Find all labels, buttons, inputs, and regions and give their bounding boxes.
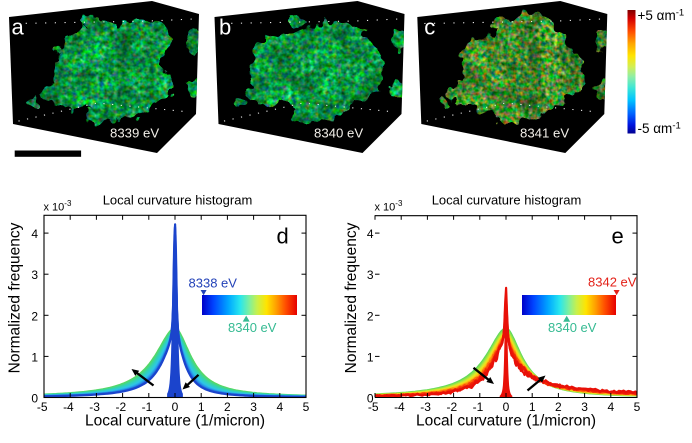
svg-text:+5 αm-1: +5 αm-1	[638, 7, 685, 23]
svg-text:-5: -5	[37, 400, 48, 414]
svg-text:4: 4	[367, 227, 374, 241]
svg-text:-5: -5	[368, 400, 379, 414]
svg-text:x 10-3: x 10-3	[375, 199, 403, 213]
svg-text:Normalized frequency: Normalized frequency	[343, 222, 360, 373]
svg-text:3: 3	[367, 268, 374, 282]
svg-text:-4: -4	[63, 400, 74, 414]
svg-text:-4: -4	[394, 400, 405, 414]
svg-text:Local curvature (1/micron): Local curvature (1/micron)	[85, 412, 265, 429]
svg-text:d: d	[277, 223, 289, 248]
svg-text:e: e	[612, 223, 624, 248]
svg-text:a: a	[12, 15, 25, 40]
svg-text:-1: -1	[142, 400, 153, 414]
svg-text:-2: -2	[446, 400, 457, 414]
svg-text:Local curvature histogram: Local curvature histogram	[103, 193, 253, 208]
svg-text:x 10-3: x 10-3	[44, 199, 72, 213]
svg-text:0: 0	[172, 400, 179, 414]
svg-text:Local curvature histogram: Local curvature histogram	[432, 193, 582, 208]
svg-text:8338 eV: 8338 eV	[189, 276, 238, 291]
svg-text:-2: -2	[115, 400, 126, 414]
svg-text:8340 eV: 8340 eV	[228, 320, 277, 335]
svg-text:2: 2	[31, 309, 38, 323]
svg-text:1: 1	[529, 400, 536, 414]
svg-text:2: 2	[367, 309, 374, 323]
svg-text:8340 eV: 8340 eV	[548, 320, 597, 335]
svg-text:8340 eV: 8340 eV	[314, 126, 363, 141]
svg-text:2: 2	[555, 400, 562, 414]
svg-text:-5 αm-1: -5 αm-1	[638, 120, 681, 136]
svg-text:0: 0	[367, 392, 374, 406]
svg-text:4: 4	[607, 400, 614, 414]
svg-text:8342 eV: 8342 eV	[588, 274, 637, 289]
svg-text:0: 0	[31, 392, 38, 406]
svg-text:-1: -1	[473, 400, 484, 414]
svg-text:c: c	[424, 15, 435, 40]
svg-text:1: 1	[367, 350, 374, 364]
svg-text:-3: -3	[89, 400, 100, 414]
svg-text:1: 1	[198, 400, 205, 414]
svg-text:3: 3	[581, 400, 588, 414]
svg-text:3: 3	[250, 400, 257, 414]
svg-text:Normalized frequency: Normalized frequency	[7, 222, 24, 373]
svg-text:4: 4	[31, 227, 38, 241]
svg-text:-3: -3	[420, 400, 431, 414]
svg-text:0: 0	[503, 400, 510, 414]
svg-text:5: 5	[634, 400, 641, 414]
svg-text:1: 1	[31, 350, 38, 364]
svg-text:b: b	[219, 15, 231, 40]
svg-text:8339 eV: 8339 eV	[110, 126, 159, 141]
svg-text:5: 5	[303, 400, 310, 414]
svg-text:4: 4	[276, 400, 283, 414]
svg-text:2: 2	[224, 400, 231, 414]
svg-text:3: 3	[31, 268, 38, 282]
svg-text:8341 eV: 8341 eV	[520, 126, 569, 141]
svg-text:Local curvature (1/micron): Local curvature (1/micron)	[416, 412, 596, 429]
